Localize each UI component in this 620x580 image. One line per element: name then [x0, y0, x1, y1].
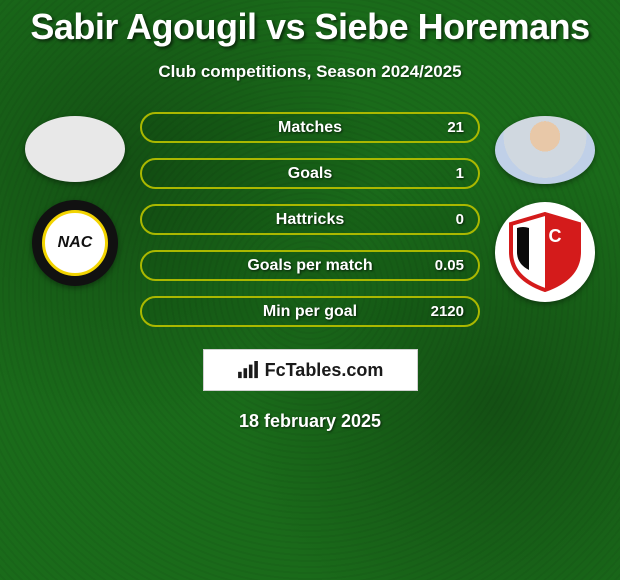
- date-line: 18 february 2025: [0, 411, 620, 432]
- stat-label: Min per goal: [263, 303, 357, 321]
- stat-row-goals: Goals 1: [140, 158, 480, 189]
- comparison-content: NAC Matches 21 Goals 1 Hattricks 0 Goals…: [0, 112, 620, 327]
- stat-label: Goals per match: [247, 257, 372, 275]
- player-left-photo: [25, 116, 125, 182]
- stat-value: 21: [447, 119, 464, 136]
- svg-text:C: C: [549, 226, 562, 246]
- subtitle: Club competitions, Season 2024/2025: [0, 62, 620, 82]
- comparison-card: Sabir Agougil vs Siebe Horemans Club com…: [0, 0, 620, 580]
- stat-label: Goals: [288, 165, 332, 183]
- player-right-photo: [495, 116, 595, 184]
- club-crest-left: NAC: [32, 200, 118, 286]
- stats-column: Matches 21 Goals 1 Hattricks 0 Goals per…: [140, 112, 480, 327]
- club-crest-right-shield-icon: C: [507, 212, 583, 292]
- stat-row-goals-per-match: Goals per match 0.05: [140, 250, 480, 281]
- club-crest-right: C: [495, 202, 595, 302]
- stat-row-hattricks: Hattricks 0: [140, 204, 480, 235]
- stat-row-min-per-goal: Min per goal 2120: [140, 296, 480, 327]
- stat-value: 0: [456, 211, 464, 228]
- brand-badge: FcTables.com: [203, 349, 418, 391]
- stat-label: Hattricks: [276, 211, 344, 229]
- bar-chart-icon: [237, 361, 259, 379]
- stat-row-matches: Matches 21: [140, 112, 480, 143]
- club-crest-left-label: NAC: [42, 210, 108, 276]
- left-player-column: NAC: [20, 112, 130, 327]
- page-title: Sabir Agougil vs Siebe Horemans: [0, 0, 620, 48]
- stat-label: Matches: [278, 119, 342, 137]
- brand-text: FcTables.com: [265, 360, 384, 381]
- stat-value: 0.05: [435, 257, 464, 274]
- right-player-column: C: [490, 112, 600, 327]
- stat-value: 2120: [431, 303, 464, 320]
- stat-value: 1: [456, 165, 464, 182]
